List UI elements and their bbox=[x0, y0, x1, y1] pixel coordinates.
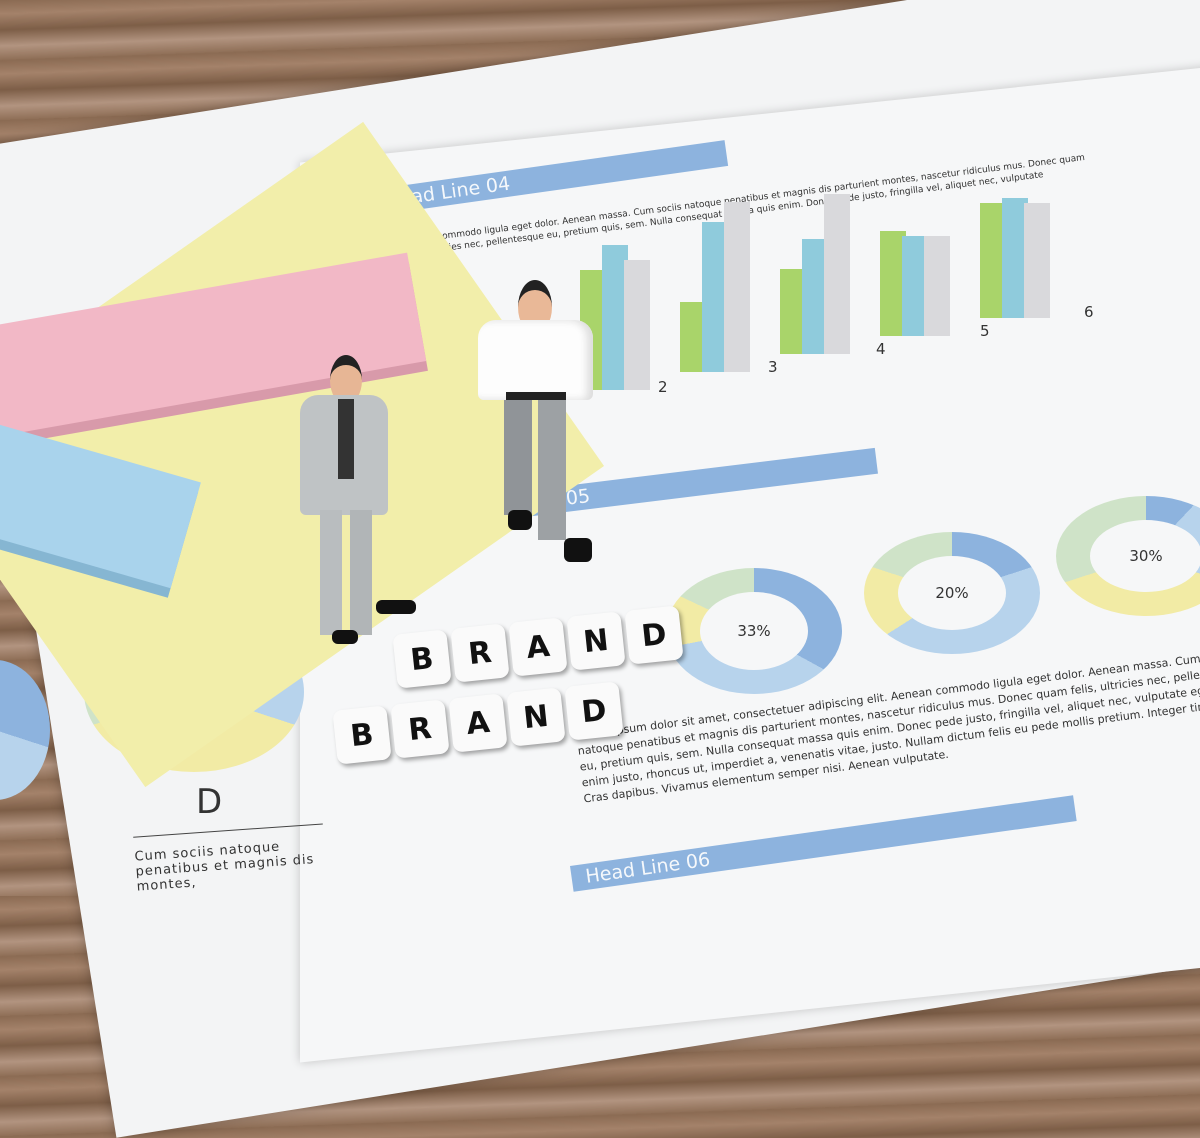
letter-block: N bbox=[566, 611, 626, 671]
letter-block: D bbox=[564, 681, 624, 741]
bar bbox=[624, 260, 650, 390]
bar-label: 2 bbox=[658, 378, 668, 396]
donut-label: 20% bbox=[898, 556, 1006, 630]
donut-chart: 30% bbox=[1056, 496, 1200, 616]
letter-block: A bbox=[448, 693, 508, 753]
letter-block: B bbox=[392, 629, 452, 689]
bar bbox=[780, 269, 806, 354]
donut-chart: 20% bbox=[864, 532, 1040, 654]
bar bbox=[724, 202, 750, 372]
bar bbox=[902, 236, 928, 336]
donut-chart: 33% bbox=[666, 568, 842, 694]
letter-block: N bbox=[506, 687, 566, 747]
letter-block: R bbox=[450, 623, 510, 683]
bar bbox=[824, 194, 850, 354]
bar bbox=[602, 245, 628, 390]
bar bbox=[880, 231, 906, 336]
figurine-suit bbox=[290, 355, 416, 655]
letter-block: R bbox=[390, 699, 450, 759]
bar-label: 5 bbox=[980, 322, 990, 340]
pie-chart-partial bbox=[0, 660, 50, 800]
bar-chart bbox=[580, 190, 1120, 390]
bar bbox=[702, 222, 728, 372]
bar-label: 6 bbox=[1084, 303, 1094, 321]
bar bbox=[980, 203, 1006, 318]
bar bbox=[1024, 203, 1050, 318]
letter-block: B bbox=[332, 705, 392, 765]
bar-label: 3 bbox=[768, 358, 778, 376]
bar bbox=[680, 302, 706, 372]
bar-label: 4 bbox=[876, 340, 886, 358]
donut-label: 30% bbox=[1090, 520, 1200, 592]
letter-block: A bbox=[508, 617, 568, 677]
bar bbox=[802, 239, 828, 354]
bar bbox=[1002, 198, 1028, 318]
figurine-shirt bbox=[468, 280, 608, 570]
pie-label: D bbox=[196, 782, 223, 822]
letter-block: D bbox=[624, 605, 684, 665]
donut-label: 33% bbox=[700, 592, 808, 670]
bar bbox=[924, 236, 950, 336]
